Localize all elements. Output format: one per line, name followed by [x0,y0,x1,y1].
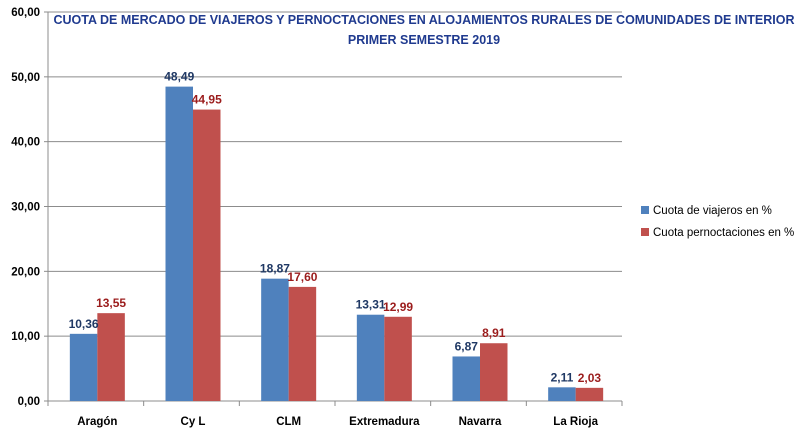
legend-swatch [641,228,649,236]
data-label: 8,91 [482,326,506,340]
y-tick-label: 0,00 [18,396,40,408]
data-label: 12,99 [383,300,413,314]
y-tick-label: 40,00 [11,137,40,149]
data-labels: 10,36 48,49 18,87 13,31 6,87 2,11 13,55 44,95 17… [69,70,602,385]
data-label: 44,95 [192,93,222,107]
bar [480,343,508,401]
bar [452,356,480,401]
data-label: 6,87 [455,339,479,353]
gridlines [48,11,622,337]
x-tick-label: Extremadura [349,416,420,428]
y-tick-label: 60,00 [11,7,40,19]
bar [548,387,576,401]
data-label: 17,60 [287,270,317,284]
bar [165,86,193,401]
y-tick-label: 30,00 [11,202,40,214]
data-label: 10,36 [69,317,99,331]
legend-label: Cuota de viajeros en % [653,205,772,217]
bar [356,314,385,401]
bar [97,313,125,401]
x-axis: Aragón Cy L CLM Extremadura Navarra La Rioja [47,400,623,428]
data-label: 18,87 [260,262,290,276]
legend: Cuota de viajeros en % Cuota pernoctacion… [641,205,794,239]
chart-title-line-1: CUOTA DE MERCADO DE VIAJEROS Y PERNOCTAC… [53,13,794,27]
bar [384,316,412,401]
data-label: 13,31 [356,298,386,312]
bar [575,387,604,401]
chart-title: CUOTA DE MERCADO DE VIAJEROS Y PERNOCTAC… [53,13,794,47]
bar [261,278,289,401]
data-label: 2,03 [578,371,602,385]
data-label: 2,11 [551,370,574,384]
y-tick-label: 50,00 [11,72,40,84]
x-tick-label: La Rioja [553,416,598,428]
legend-swatch [641,206,649,214]
y-tick-label: 20,00 [11,266,40,278]
chart-title-line-2: PRIMER SEMESTRE 2019 [348,33,500,47]
data-label: 13,55 [96,296,126,310]
bar [69,333,98,401]
y-axis: 0,00 10,00 20,00 30,00 40,00 50,00 60,00 [11,7,49,408]
legend-label: Cuota pernoctaciones en % [653,227,794,239]
x-tick-label: Aragón [77,416,117,428]
bars [69,86,604,402]
data-label: 48,49 [164,70,194,84]
bar [288,286,317,401]
x-tick-label: CLM [276,416,301,428]
x-tick-label: Navarra [459,416,502,428]
x-tick-label: Cy L [181,416,206,428]
bar [193,109,221,402]
y-tick-label: 10,00 [11,331,40,343]
